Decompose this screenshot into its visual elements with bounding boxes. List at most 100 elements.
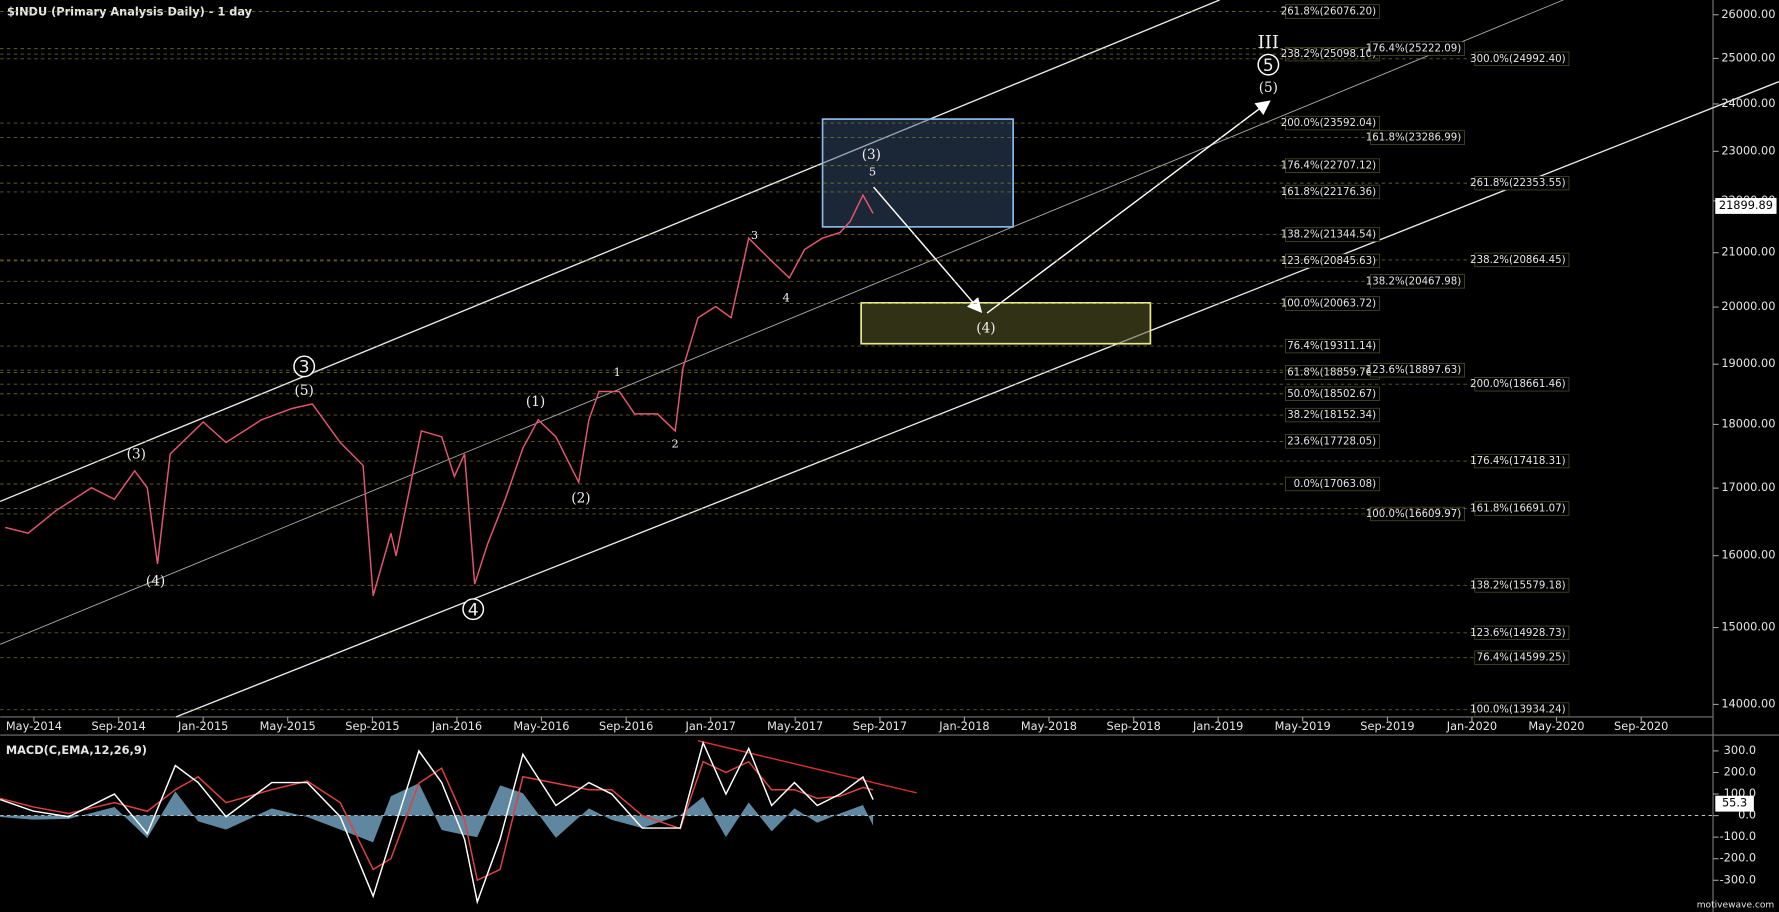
channel-upper bbox=[0, 0, 1220, 503]
x-tick-label: May-2014 bbox=[6, 719, 62, 733]
x-tick-label: Sep-2014 bbox=[92, 719, 146, 733]
fib-label: 238.2%(20864.45) bbox=[1470, 255, 1565, 266]
fib-label-box bbox=[1285, 338, 1380, 354]
histogram-area bbox=[0, 783, 874, 843]
y-tick-label: 18000.00 bbox=[1721, 416, 1775, 430]
x-tick-label: Jan-2017 bbox=[685, 719, 736, 733]
fib-label: 200.0%(18661.46) bbox=[1470, 379, 1565, 390]
fib-label-box bbox=[1285, 434, 1380, 449]
fib-label: 261.8%(22353.55) bbox=[1470, 178, 1565, 189]
wave-circle bbox=[1257, 53, 1280, 76]
y-tick-label: 20000.00 bbox=[1721, 299, 1775, 313]
macd-y-tick-label: 200.0 bbox=[1724, 764, 1756, 778]
macd-last-box bbox=[1715, 795, 1754, 812]
fib-label-box bbox=[1474, 702, 1570, 717]
macd-y-tick-label: 300.0 bbox=[1724, 743, 1756, 757]
x-tick-label: May-2018 bbox=[1021, 719, 1077, 733]
fib-label-box bbox=[1285, 115, 1380, 131]
fib-label: 50.0%(18502.67) bbox=[1287, 389, 1376, 400]
channel-middle bbox=[0, 0, 1564, 645]
watermark: motivewave.com bbox=[1697, 901, 1775, 911]
fib-label-box bbox=[1370, 274, 1465, 289]
fib-label: 23.6%(17728.05) bbox=[1287, 436, 1376, 447]
macd-y-tick-label: -100.0 bbox=[1720, 829, 1757, 843]
x-tick-label: May-2019 bbox=[1275, 719, 1331, 733]
macd-y-tick-label: -300.0 bbox=[1720, 872, 1757, 886]
wave-label: (2) bbox=[571, 491, 590, 507]
fib-label: 176.4%(22707.12) bbox=[1281, 161, 1376, 172]
fib-label-box bbox=[1474, 51, 1570, 66]
y-tick-label: 24000.00 bbox=[1721, 96, 1775, 110]
fib-label: 0.0%(17063.08) bbox=[1294, 479, 1376, 490]
fib-label-box bbox=[1285, 184, 1380, 200]
x-tick-label: May-2016 bbox=[513, 719, 569, 733]
x-tick-label: Sep-2019 bbox=[1360, 719, 1414, 733]
fib-label-box bbox=[1474, 625, 1570, 641]
x-tick-label: Sep-2016 bbox=[599, 719, 653, 733]
fib-label-box bbox=[1370, 41, 1465, 56]
wave-label: (1) bbox=[526, 394, 545, 410]
fib-label: 138.2%(20467.98) bbox=[1366, 276, 1461, 287]
fib-label-box bbox=[1370, 363, 1465, 378]
x-tick-label: May-2017 bbox=[767, 719, 823, 733]
wave-label: 5 bbox=[869, 164, 876, 178]
series-line bbox=[5, 193, 874, 596]
y-tick-label: 17000.00 bbox=[1721, 480, 1775, 494]
wave-label: (5) bbox=[295, 383, 314, 399]
wave-label: (4) bbox=[146, 573, 165, 589]
fib-label-box bbox=[1474, 578, 1570, 593]
x-tick-label: Jan-2015 bbox=[177, 719, 228, 733]
y-tick-label: 23000.00 bbox=[1721, 143, 1775, 157]
x-tick-label: Sep-2015 bbox=[345, 719, 399, 733]
fib-label: 200.0%(23592.04) bbox=[1281, 118, 1376, 129]
last-price-label: 21899.89 bbox=[1719, 198, 1773, 212]
fib-label-box bbox=[1285, 227, 1380, 242]
wave-label: 3 bbox=[299, 358, 310, 378]
x-tick-label: Jan-2020 bbox=[1446, 719, 1497, 733]
fib-label: 123.6%(18897.63) bbox=[1366, 365, 1461, 376]
support-box bbox=[860, 302, 1152, 345]
x-tick-label: May-2015 bbox=[260, 719, 316, 733]
fib-label: 176.4%(25222.09) bbox=[1366, 44, 1461, 55]
fib-label-box bbox=[1370, 506, 1465, 522]
fib-label: 138.2%(15579.18) bbox=[1470, 580, 1565, 591]
fib-label-box bbox=[1285, 476, 1380, 492]
y-tick-label: 15000.00 bbox=[1721, 620, 1775, 634]
wave-label: (4) bbox=[976, 320, 995, 336]
fib-label-box bbox=[1285, 158, 1380, 173]
projection-arrow-down bbox=[873, 186, 983, 314]
fib-label: 38.2%(18152.34) bbox=[1287, 410, 1376, 421]
macd-y-tick-label: -200.0 bbox=[1720, 851, 1757, 865]
fib-label: 100.0%(16609.97) bbox=[1366, 509, 1461, 520]
fib-label: 61.8%(18859.76) bbox=[1287, 367, 1376, 378]
y-tick-label: 14000.00 bbox=[1721, 696, 1775, 710]
wave-label: III bbox=[1258, 32, 1279, 53]
x-tick-label: Sep-2018 bbox=[1107, 719, 1161, 733]
wave-label: (3) bbox=[127, 446, 146, 462]
fib-label-box bbox=[1285, 407, 1380, 423]
y-tick-label: 26000.00 bbox=[1721, 7, 1775, 21]
fib-label: 100.0%(20063.72) bbox=[1281, 299, 1376, 310]
fib-label: 261.8%(26076.20) bbox=[1281, 7, 1376, 18]
y-tick-label: 16000.00 bbox=[1721, 548, 1775, 562]
wave-label: 5 bbox=[1263, 56, 1274, 76]
x-tick-label: May-2020 bbox=[1528, 719, 1584, 733]
y-tick-label: 21000.00 bbox=[1721, 245, 1775, 259]
fib-label-box bbox=[1285, 296, 1380, 311]
fib-label: 123.6%(20845.63) bbox=[1281, 256, 1376, 267]
wave-label: 2 bbox=[672, 437, 679, 451]
series-line bbox=[0, 740, 874, 905]
fib-label: 161.8%(22176.36) bbox=[1281, 187, 1376, 198]
fib-label-box bbox=[1474, 501, 1570, 516]
fib-label: 300.0%(24992.40) bbox=[1470, 54, 1565, 65]
macd-last-label: 55.3 bbox=[1722, 796, 1747, 810]
last-price-box bbox=[1715, 198, 1777, 214]
fib-label-box bbox=[1474, 252, 1570, 268]
x-tick-label: Jan-2018 bbox=[938, 719, 989, 733]
macd-trendline bbox=[697, 740, 917, 794]
fib-label-box bbox=[1370, 130, 1465, 145]
fib-label: 161.8%(23286.99) bbox=[1366, 133, 1461, 144]
target-box bbox=[821, 118, 1014, 228]
x-tick-label: Sep-2020 bbox=[1614, 719, 1668, 733]
